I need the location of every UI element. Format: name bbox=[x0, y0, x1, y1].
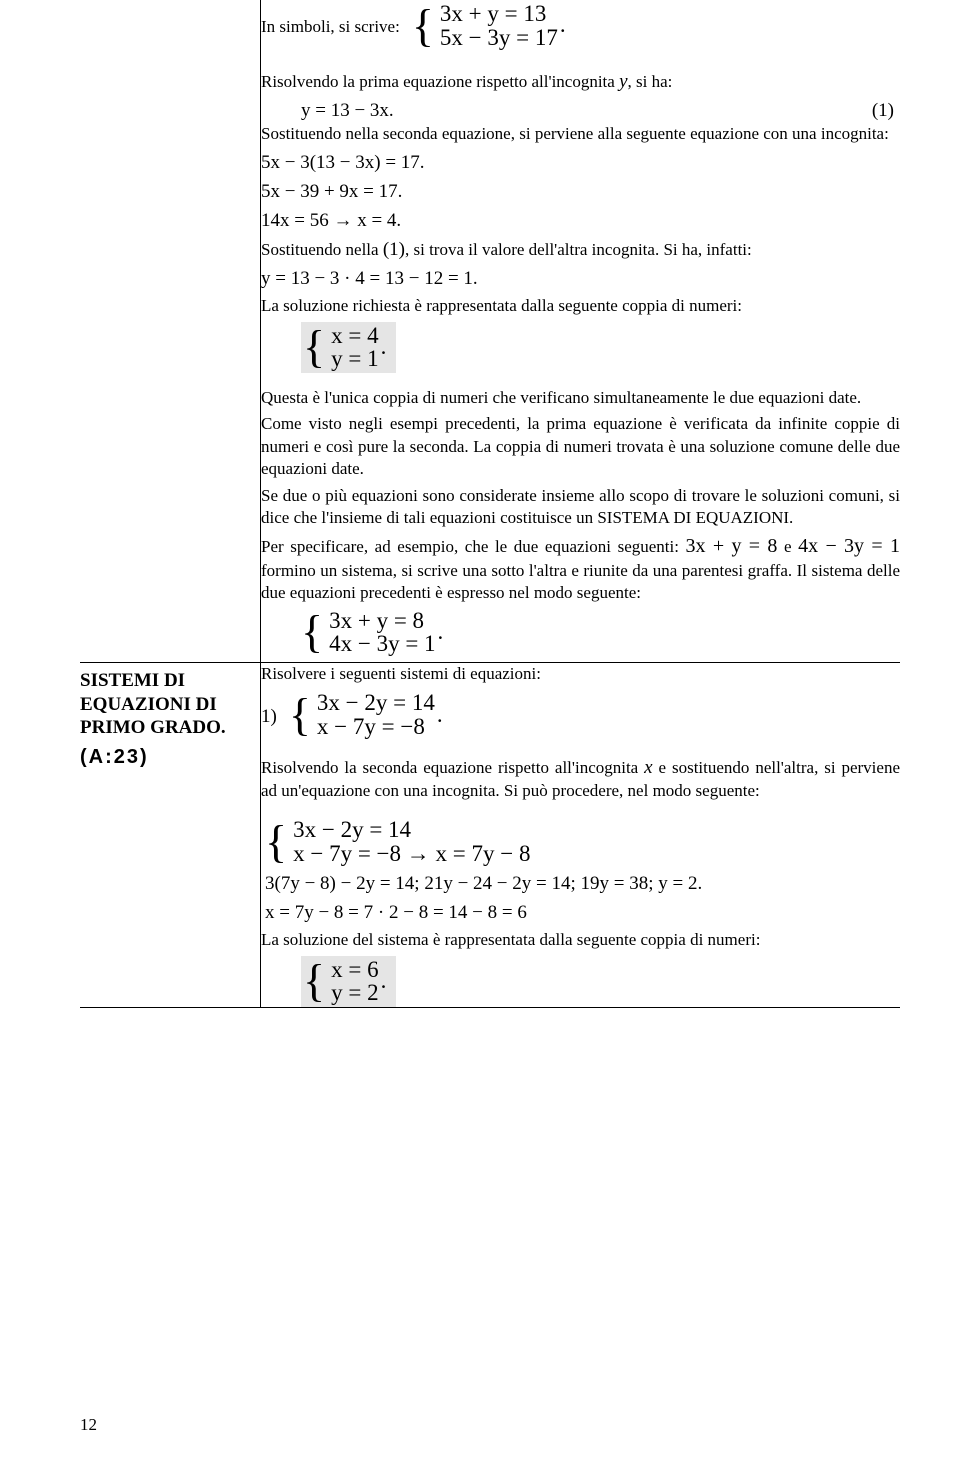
ex1-text: Risolvendo la seconda equazione rispetto… bbox=[261, 755, 900, 803]
period: . bbox=[438, 617, 444, 647]
sost-eq3: 14x = 56 → x = 4. bbox=[261, 208, 900, 233]
period: . bbox=[381, 966, 387, 996]
ex1-sys-eq2: x − 7y = −8 → x = 7y − 8 bbox=[293, 840, 530, 868]
page-number: 12 bbox=[80, 1415, 97, 1435]
sost2: Sostituendo nella (1), si trova il valor… bbox=[261, 237, 900, 262]
para-4: Per specificare, ad esempio, che le due … bbox=[261, 533, 900, 604]
para-3: Se due o più equazioni sono considerate … bbox=[261, 485, 900, 530]
solution-ex1: { x = 6 y = 2 . bbox=[301, 956, 396, 1007]
brace-icon: { bbox=[412, 3, 434, 49]
system1-eq2: 5x − 3y = 17 bbox=[440, 24, 558, 52]
brace-icon: { bbox=[303, 324, 325, 370]
period: . bbox=[437, 700, 443, 730]
eq-y: y = 13 − 3x. bbox=[301, 98, 394, 123]
ex1-line2: x = 7y − 8 = 7 · 2 − 8 = 14 − 8 = 6 bbox=[265, 900, 900, 925]
brace-icon: { bbox=[265, 819, 287, 865]
ex1-sol-eq2: y = 2 bbox=[331, 979, 378, 1007]
para-1: Questa è l'unica coppia di numeri che ve… bbox=[261, 387, 900, 409]
period: . bbox=[381, 332, 387, 362]
solution-1: { x = 4 y = 1 . bbox=[301, 322, 396, 373]
side-title-line1: SISTEMI DI bbox=[80, 670, 185, 691]
ex1-number: 1) bbox=[261, 704, 277, 729]
side-code: (A:23) bbox=[80, 746, 260, 769]
brace-icon: { bbox=[301, 609, 323, 655]
sol-intro: La soluzione richiesta è rappresentata d… bbox=[261, 295, 900, 317]
brace-icon: { bbox=[289, 692, 311, 738]
ex1-line1: 3(7y − 8) − 2y = 14; 21y − 24 − 2y = 14;… bbox=[265, 871, 900, 896]
side-title-line3: PRIMO GRADO. bbox=[80, 717, 226, 738]
sol1-eq2: y = 1 bbox=[331, 345, 378, 373]
eq-y2: y = 13 − 3 · 4 = 13 − 12 = 1. bbox=[261, 266, 900, 291]
sost-eq1: 5x − 3(13 − 3x) = 17. bbox=[261, 150, 900, 175]
system2-eq2: 4x − 3y = 1 bbox=[329, 630, 435, 658]
sost-eq2: 5x − 39 + 9x = 17. bbox=[261, 179, 900, 204]
period: . bbox=[560, 10, 566, 40]
ex1-sol-intro: La soluzione del sistema è rappresentata… bbox=[261, 929, 900, 951]
eq-ref-1: (1) bbox=[872, 98, 900, 123]
sost-intro: Sostituendo nella seconda equazione, si … bbox=[261, 123, 900, 145]
line-risolv1: Risolvendo la prima equazione rispetto a… bbox=[261, 69, 900, 94]
ex1-eq2: x − 7y = −8 bbox=[317, 713, 435, 741]
para-2: Come visto negli esempi precedenti, la p… bbox=[261, 413, 900, 480]
intro-label: In simboli, si scrive: bbox=[261, 16, 400, 38]
side-title-line2: EQUAZIONI DI bbox=[80, 694, 217, 715]
brace-icon: { bbox=[303, 958, 325, 1004]
ex-intro: Risolvere i seguenti sistemi di equazion… bbox=[261, 663, 900, 685]
